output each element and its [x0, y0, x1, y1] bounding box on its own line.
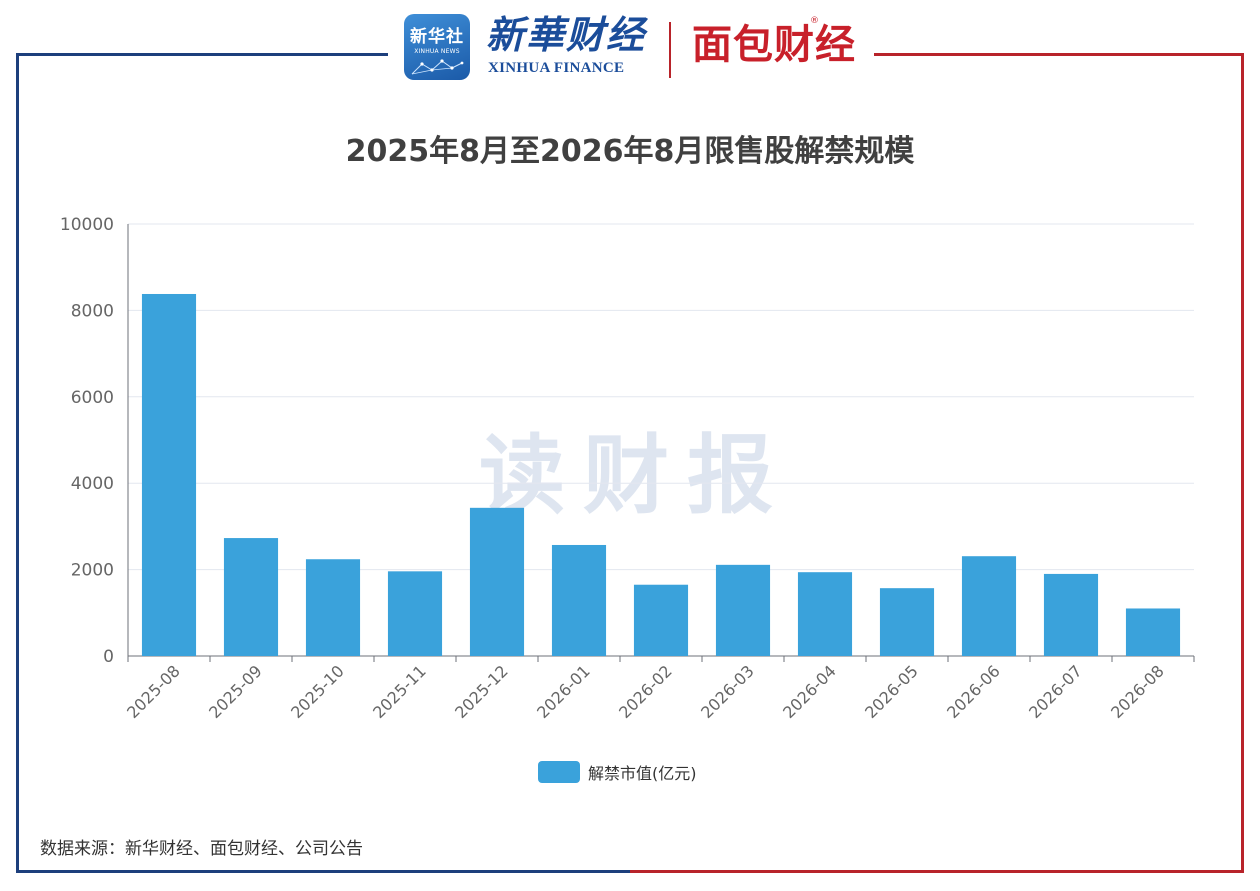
x-tick-label: 2026-08	[1107, 661, 1168, 722]
xinhua-news-logo-cn: 新华社	[410, 27, 464, 47]
frame-top-left-line	[16, 53, 388, 56]
frame-left-line	[16, 53, 19, 873]
y-tick-label: 2000	[71, 561, 114, 581]
x-tick-label: 2025-09	[205, 661, 266, 722]
x-tick-label: 2026-07	[1025, 661, 1086, 722]
bar	[715, 564, 771, 656]
bar	[797, 572, 853, 656]
y-tick-label: 6000	[71, 388, 114, 408]
logo-divider	[669, 22, 671, 78]
x-tick-label: 2026-06	[943, 661, 1004, 722]
chart-legend[interactable]: 解禁市值(亿元)	[538, 760, 697, 784]
xinhua-finance-logo: 新華财经 XINHUA FINANCE	[486, 12, 646, 82]
watermark: 读财报	[479, 426, 791, 526]
mianbao-finance-logo-text: 面包财经	[692, 22, 856, 68]
x-tick-label: 2025-10	[287, 661, 348, 722]
xinhua-news-logo-en: XINHUA NEWS	[414, 48, 460, 55]
bar	[1125, 608, 1181, 656]
bar	[633, 584, 689, 656]
xinhua-finance-logo-en: XINHUA FINANCE	[488, 60, 625, 76]
bar	[223, 538, 279, 656]
y-tick-label: 8000	[71, 301, 114, 321]
bar	[141, 293, 197, 656]
x-tick-label: 2026-03	[697, 661, 758, 722]
x-tick-label: 2026-04	[779, 661, 840, 722]
x-tick-label: 2025-08	[123, 661, 184, 722]
source-note: 数据来源：新华财经、面包财经、公司公告	[40, 839, 363, 859]
legend-label: 解禁市值(亿元)	[588, 764, 697, 783]
y-tick-label: 0	[103, 647, 114, 667]
legend-swatch	[538, 761, 580, 783]
bar	[551, 544, 607, 656]
mianbao-finance-logo: 面包财经 ®	[692, 16, 862, 76]
registered-mark: ®	[810, 16, 819, 26]
xinhua-news-logo: 新华社 XINHUA NEWS	[404, 14, 470, 80]
frame-top-right-line	[874, 53, 1244, 56]
frame-bottom-line	[16, 870, 1244, 873]
bar	[305, 559, 361, 656]
frame-right-line	[1241, 53, 1244, 873]
x-tick-label: 2026-05	[861, 661, 922, 722]
xinhua-finance-logo-cn: 新華财经	[486, 12, 647, 57]
bar	[879, 588, 935, 656]
bar	[469, 507, 525, 656]
x-tick-label: 2026-01	[533, 661, 594, 722]
network-icon	[411, 59, 464, 75]
x-tick-label: 2025-11	[369, 661, 430, 722]
bar	[387, 571, 443, 656]
bar	[1043, 573, 1099, 656]
chart-title: 2025年8月至2026年8月限售股解禁规模	[345, 134, 915, 169]
bar	[961, 556, 1017, 656]
y-tick-label: 10000	[60, 215, 114, 235]
y-tick-label: 4000	[71, 474, 114, 494]
x-tick-label: 2025-12	[451, 661, 512, 722]
x-tick-label: 2026-02	[615, 661, 676, 722]
